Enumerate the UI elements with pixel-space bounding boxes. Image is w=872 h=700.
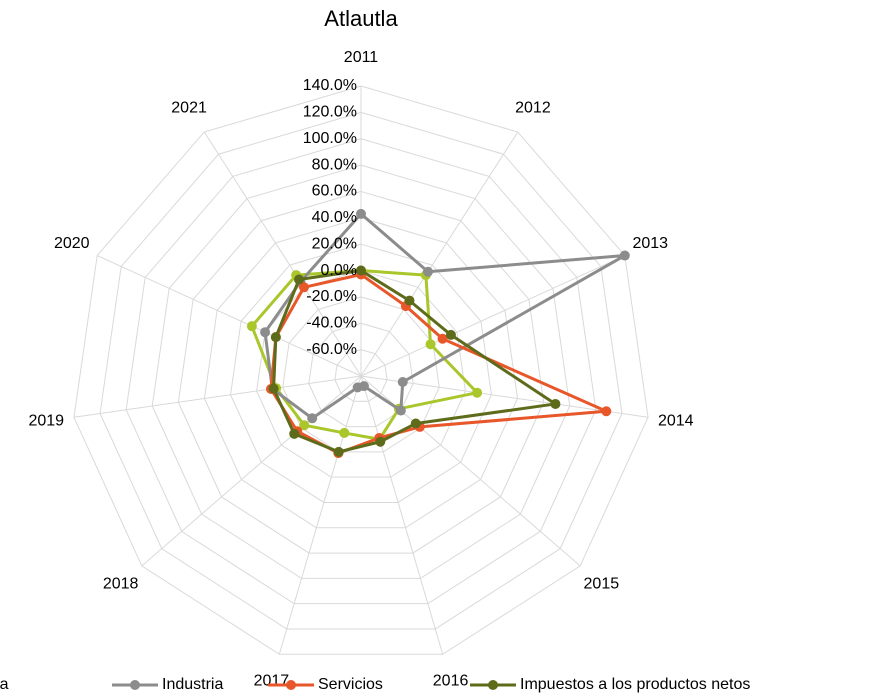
data-point xyxy=(425,339,436,350)
data-point xyxy=(289,428,300,439)
series-line xyxy=(272,269,557,454)
legend-marker xyxy=(488,680,498,690)
data-point xyxy=(246,321,257,332)
grid-ring xyxy=(151,164,571,579)
grid-ring xyxy=(308,322,414,428)
legend-label: Industria xyxy=(162,676,223,693)
data-point xyxy=(395,405,406,416)
data-point xyxy=(437,333,448,344)
category-label: 2018 xyxy=(103,575,139,592)
spoke xyxy=(141,375,362,567)
spoke xyxy=(73,375,362,418)
data-point xyxy=(375,436,386,447)
spoke xyxy=(278,375,362,655)
chart-title: Atlautla xyxy=(324,6,398,31)
grid-ring xyxy=(230,243,492,503)
spoke xyxy=(360,131,519,377)
legend-marker xyxy=(130,680,140,690)
grid-ring xyxy=(203,217,519,529)
tick-label: -40.0% xyxy=(306,314,357,331)
grid-ring xyxy=(334,349,388,402)
data-point xyxy=(356,265,366,276)
tick-label: 80.0% xyxy=(312,156,357,173)
data-point xyxy=(472,387,483,398)
spoke xyxy=(203,131,362,377)
data-point xyxy=(293,274,304,285)
data-point xyxy=(352,382,363,393)
category-label: 2021 xyxy=(171,100,207,117)
legend-label: Servicios xyxy=(318,676,383,693)
tick-label: 40.0% xyxy=(312,209,357,226)
data-point xyxy=(260,327,271,338)
data-point xyxy=(298,282,309,293)
tick-label: 100.0% xyxy=(303,130,357,147)
data-point xyxy=(550,398,561,409)
category-label: 2012 xyxy=(515,100,551,117)
legend-label: Agricultura xyxy=(0,676,9,693)
category-label: 2020 xyxy=(54,235,90,252)
data-point xyxy=(333,446,344,457)
data-point xyxy=(356,208,366,219)
tick-label: -60.0% xyxy=(306,341,357,358)
spoke xyxy=(360,255,626,377)
legend-label: Impuestos a los productos netos xyxy=(520,676,750,693)
grid-ring xyxy=(177,190,545,554)
tick-label: 120.0% xyxy=(303,104,357,121)
data-point xyxy=(422,266,433,277)
legend-marker xyxy=(286,680,296,690)
data-point xyxy=(268,383,279,394)
data-point xyxy=(307,413,318,424)
tick-label: 140.0% xyxy=(303,77,357,94)
category-label: 2017 xyxy=(254,672,290,689)
data-point xyxy=(601,406,612,417)
spoke xyxy=(360,375,444,655)
category-label: 2014 xyxy=(658,412,694,429)
tick-label: 20.0% xyxy=(312,235,357,252)
data-point xyxy=(619,250,630,261)
tick-label: -20.0% xyxy=(306,288,357,305)
tick-label: 0.0% xyxy=(321,262,357,279)
data-point xyxy=(270,332,281,343)
tick-label: 60.0% xyxy=(312,183,357,200)
grid-ring xyxy=(99,111,623,630)
data-point xyxy=(404,295,415,306)
data-point xyxy=(445,329,456,340)
data-point xyxy=(410,418,421,429)
category-label: 2015 xyxy=(584,575,620,592)
grid-ring xyxy=(282,296,440,453)
series-line xyxy=(250,269,479,441)
category-label: 2019 xyxy=(28,412,64,429)
grid-ring xyxy=(73,85,649,655)
spoke xyxy=(96,255,362,377)
data-point xyxy=(397,377,408,388)
data-point xyxy=(339,427,350,438)
data-point xyxy=(299,420,310,431)
category-label: 2013 xyxy=(632,235,668,252)
category-label: 2011 xyxy=(344,49,379,66)
category-label: 2016 xyxy=(433,672,469,689)
